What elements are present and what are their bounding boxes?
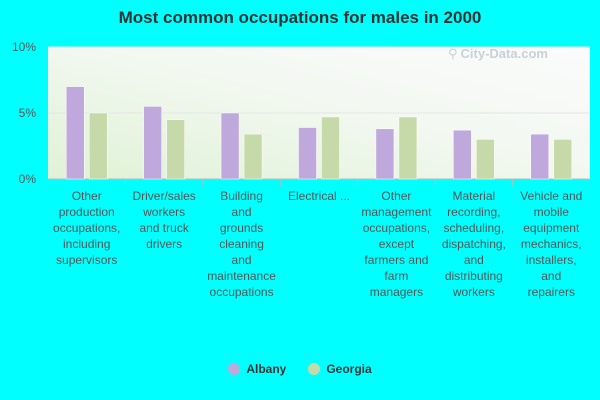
x-tick-label-line: and: [231, 253, 252, 267]
x-tick-label-line: installers,: [525, 253, 577, 267]
x-tick-label-line: Driver/sales: [132, 189, 196, 203]
y-axis-ticks: 0% 5% 10%: [12, 40, 36, 186]
x-tick-label: Building and grounds cleaning and maintenance…: [203, 188, 280, 300]
x-tick-label-line: and: [231, 205, 252, 219]
x-tick-label-line: mechanics,: [520, 237, 582, 251]
x-tick-label: Driver/sales workers and truck drivers: [125, 188, 202, 252]
x-tick-label-line: and: [541, 269, 562, 283]
x-tick-label-line: grounds: [219, 221, 264, 235]
chart-title: Most common occupations for males in 200…: [118, 8, 482, 27]
x-tick-label-line: Building: [220, 189, 263, 203]
bar-georgia-2[interactable]: [243, 133, 263, 180]
watermark-text: City-Data.com: [460, 46, 548, 61]
bars: [65, 86, 573, 180]
bar-georgia-6[interactable]: [553, 139, 573, 180]
x-tick-label-line: distributing: [444, 269, 503, 283]
y-tick-label: 0%: [19, 172, 37, 186]
x-tick-label-line: drivers: [146, 237, 183, 251]
x-tick-label-line: workers: [452, 285, 495, 299]
bar-albany-2[interactable]: [220, 112, 240, 180]
x-tick-label-line: farmers and: [364, 253, 429, 267]
x-tick-label-line: scheduling,: [443, 221, 505, 235]
bar-georgia-3[interactable]: [321, 116, 340, 180]
x-tick-label-line: farm: [384, 269, 409, 283]
x-tick-label: Other management occupations, except farmers…: [358, 188, 435, 300]
watermark: ⚲ City-Data.com: [448, 46, 548, 62]
x-tick-label-line: Other: [381, 189, 412, 203]
x-tick-label: Other production occupations, including supe…: [48, 188, 125, 268]
x-tick-label-line: managers: [369, 285, 424, 299]
bar-georgia-4[interactable]: [398, 116, 418, 180]
bar-georgia-5[interactable]: [476, 139, 495, 180]
x-tick-label-line: dispatching,: [441, 237, 506, 251]
x-tick-label-line: Electrical ...: [287, 189, 350, 203]
legend-label: Georgia: [326, 362, 372, 376]
bar-albany-6[interactable]: [530, 133, 550, 180]
x-tick-label: Vehicle and mobile equipment mechanics, inst…: [513, 188, 590, 300]
bar-georgia-1[interactable]: [166, 119, 185, 180]
x-tick-label-line: occupations,: [362, 221, 431, 235]
bar-albany-0[interactable]: [65, 86, 85, 180]
x-tick-label-line: Vehicle and: [520, 189, 583, 203]
x-tick-label: Material recording, scheduling, dispatching…: [435, 188, 512, 300]
x-tick-label-line: recording,: [447, 205, 501, 219]
x-tick-label-line: maintenance: [207, 269, 276, 283]
x-tick-label-line: repairers: [527, 285, 575, 299]
x-tick-label: Electrical ...: [280, 188, 357, 204]
bar-georgia-0[interactable]: [88, 112, 108, 180]
x-tick-label-line: workers: [143, 205, 186, 219]
x-tick-label-line: Material: [452, 189, 496, 203]
y-tick-label: 10%: [12, 40, 36, 54]
bar-albany-5[interactable]: [453, 129, 472, 180]
y-tick-label: 5%: [19, 106, 37, 120]
legend-label: Albany: [246, 362, 287, 376]
bar-albany-3[interactable]: [298, 127, 317, 180]
x-tick-label-line: and: [463, 253, 484, 267]
x-tick-label-line: including: [63, 237, 111, 251]
x-tick-label-line: cleaning: [219, 237, 264, 251]
legend: Albany Georgia: [0, 362, 600, 376]
x-tick-label-line: equipment: [523, 221, 580, 235]
x-tick-label-line: and truck: [139, 221, 189, 235]
bar-albany-4[interactable]: [375, 128, 395, 180]
x-tick-label-line: management: [361, 205, 432, 219]
legend-swatch: [228, 363, 241, 375]
x-tick-label-line: except: [378, 237, 415, 251]
x-tick-label-line: supervisors: [56, 253, 118, 267]
x-tick-label-line: occupations: [209, 285, 274, 299]
legend-item-albany[interactable]: Albany: [228, 362, 286, 376]
x-tick-label-line: Other: [71, 189, 102, 203]
x-tick-label-line: mobile: [533, 205, 569, 219]
x-tick-label-line: production: [58, 205, 115, 219]
search-icon: ⚲: [448, 46, 458, 61]
legend-swatch: [308, 363, 321, 375]
grid-lines: [48, 46, 590, 185]
bar-albany-1[interactable]: [143, 106, 162, 180]
legend-item-georgia[interactable]: Georgia: [308, 362, 372, 376]
x-tick-label-line: occupations,: [53, 221, 121, 235]
